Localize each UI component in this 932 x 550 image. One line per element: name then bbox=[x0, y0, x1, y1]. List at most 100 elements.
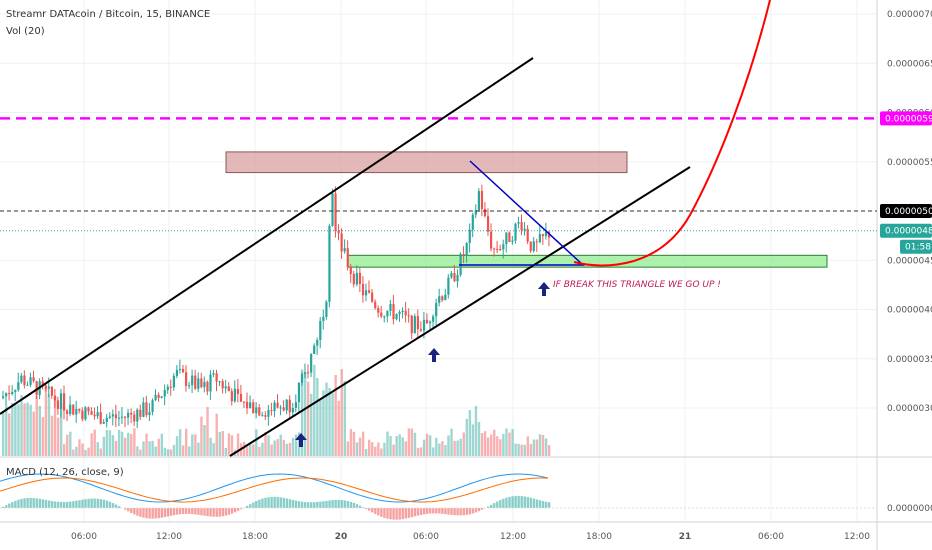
macd-histogram-bar bbox=[389, 508, 392, 520]
macd-histogram-bar bbox=[432, 508, 435, 514]
macd-histogram-bar bbox=[419, 508, 423, 515]
candle-body bbox=[127, 412, 130, 418]
volume-bar bbox=[191, 434, 194, 456]
candle-body bbox=[364, 290, 368, 296]
volume-bar bbox=[310, 393, 313, 456]
candle-body bbox=[310, 353, 313, 373]
macd-histogram-bar bbox=[5, 505, 8, 508]
volume-bar bbox=[2, 411, 5, 456]
macd-histogram-bar bbox=[124, 508, 127, 510]
macd-histogram-bar bbox=[368, 508, 371, 511]
volume-bar bbox=[328, 387, 331, 456]
volume-bar bbox=[459, 438, 462, 456]
candle-body bbox=[435, 302, 438, 317]
volume-bar bbox=[255, 429, 258, 456]
volume-bar bbox=[215, 413, 218, 456]
candle-body bbox=[541, 234, 545, 237]
candle-body bbox=[50, 386, 53, 396]
triangle-annotation: IF BREAK THIS TRIANGLE WE GO UP ! bbox=[553, 280, 721, 290]
candle-body bbox=[206, 381, 209, 392]
candle-body bbox=[517, 222, 520, 224]
volume-bar bbox=[493, 429, 496, 456]
candle-body bbox=[26, 384, 29, 386]
price-tick: 0.00000700 bbox=[887, 10, 932, 20]
volume-bar bbox=[474, 406, 478, 456]
candle-body bbox=[471, 214, 474, 230]
macd-histogram-bar bbox=[20, 498, 23, 508]
candle-body bbox=[23, 375, 26, 386]
macd-histogram-bar bbox=[450, 508, 453, 515]
macd-histogram-bar bbox=[520, 496, 523, 508]
candle-body bbox=[154, 394, 157, 401]
macd-histogram-bar bbox=[358, 505, 362, 508]
macd-histogram-bar bbox=[224, 508, 228, 516]
volume-bar bbox=[468, 410, 472, 456]
candle-body bbox=[499, 249, 502, 251]
volume-bar bbox=[267, 435, 270, 456]
candle-body bbox=[279, 407, 282, 409]
macd-histogram-bar bbox=[288, 499, 292, 508]
macd-histogram-bar bbox=[142, 508, 145, 518]
candle-body bbox=[520, 222, 523, 231]
triangle-pattern bbox=[459, 160, 585, 266]
macd-histogram-bar bbox=[459, 508, 462, 516]
macd-histogram-bar bbox=[471, 508, 475, 514]
volume-bar bbox=[136, 446, 139, 456]
macd-histogram-bar bbox=[87, 498, 90, 508]
volume-bar bbox=[386, 431, 389, 456]
time-tick: 06:00 bbox=[413, 532, 439, 542]
volume-bar bbox=[200, 416, 203, 456]
macd-histogram-bar bbox=[371, 508, 374, 513]
volume-bar bbox=[410, 428, 414, 456]
candle-body bbox=[511, 240, 514, 242]
candle-body bbox=[462, 254, 465, 256]
macd-histogram-bar bbox=[44, 499, 48, 508]
macd-histogram-bar bbox=[130, 508, 133, 513]
candle-body bbox=[157, 394, 160, 398]
candle-body bbox=[114, 414, 118, 419]
volume-bar bbox=[535, 439, 539, 456]
macd-histogram-bar bbox=[517, 495, 520, 508]
candle-body bbox=[178, 368, 182, 370]
candle-body bbox=[17, 382, 20, 390]
volume-bar bbox=[319, 398, 322, 456]
candle-body bbox=[386, 311, 389, 317]
macd-histogram-bar bbox=[337, 499, 340, 508]
time-tick: 12:00 bbox=[156, 532, 182, 542]
macd-histogram-bar bbox=[160, 508, 163, 518]
macd-histogram-bar bbox=[547, 502, 551, 508]
candle-body bbox=[145, 402, 148, 416]
candle-body bbox=[224, 386, 227, 389]
volume-bar bbox=[206, 407, 209, 456]
volume-bar bbox=[413, 432, 417, 456]
volume-bar bbox=[499, 439, 502, 456]
volume-bar bbox=[41, 417, 45, 456]
macd-histogram-bar bbox=[267, 497, 270, 508]
volume-bar bbox=[111, 435, 115, 456]
macd-histogram-bar bbox=[422, 508, 426, 515]
volume-bar bbox=[358, 437, 362, 456]
macd-histogram-bar bbox=[291, 499, 295, 508]
time-tick: 12:00 bbox=[500, 532, 526, 542]
candle-body bbox=[148, 411, 151, 416]
candle-body bbox=[5, 393, 8, 397]
volume-bar bbox=[505, 428, 508, 456]
macd-histogram-bar bbox=[163, 508, 167, 518]
macd-histogram-bar bbox=[300, 501, 304, 508]
candle-body bbox=[313, 345, 316, 354]
up-arrow-icon bbox=[295, 433, 307, 447]
volume-bar bbox=[346, 441, 350, 456]
volume-bar bbox=[29, 404, 32, 456]
time-axis[interactable]: 06:00 12:00 18:00 20 06:00 12:00 18:00 21 06:00 1… bbox=[71, 532, 870, 542]
macd-histogram-bar bbox=[218, 508, 221, 517]
candle-body bbox=[14, 389, 17, 392]
macd-histogram-bar bbox=[233, 508, 237, 513]
macd-histogram-bar bbox=[145, 508, 148, 519]
volume-bar bbox=[188, 446, 191, 456]
volume-bar bbox=[486, 437, 490, 456]
volume-bar bbox=[532, 439, 536, 456]
price-axis[interactable]: 0.000007000.000006500.000006000.00000550… bbox=[880, 10, 932, 514]
candle-body bbox=[270, 410, 273, 412]
candle-body bbox=[267, 410, 270, 417]
candle-body bbox=[63, 393, 66, 411]
